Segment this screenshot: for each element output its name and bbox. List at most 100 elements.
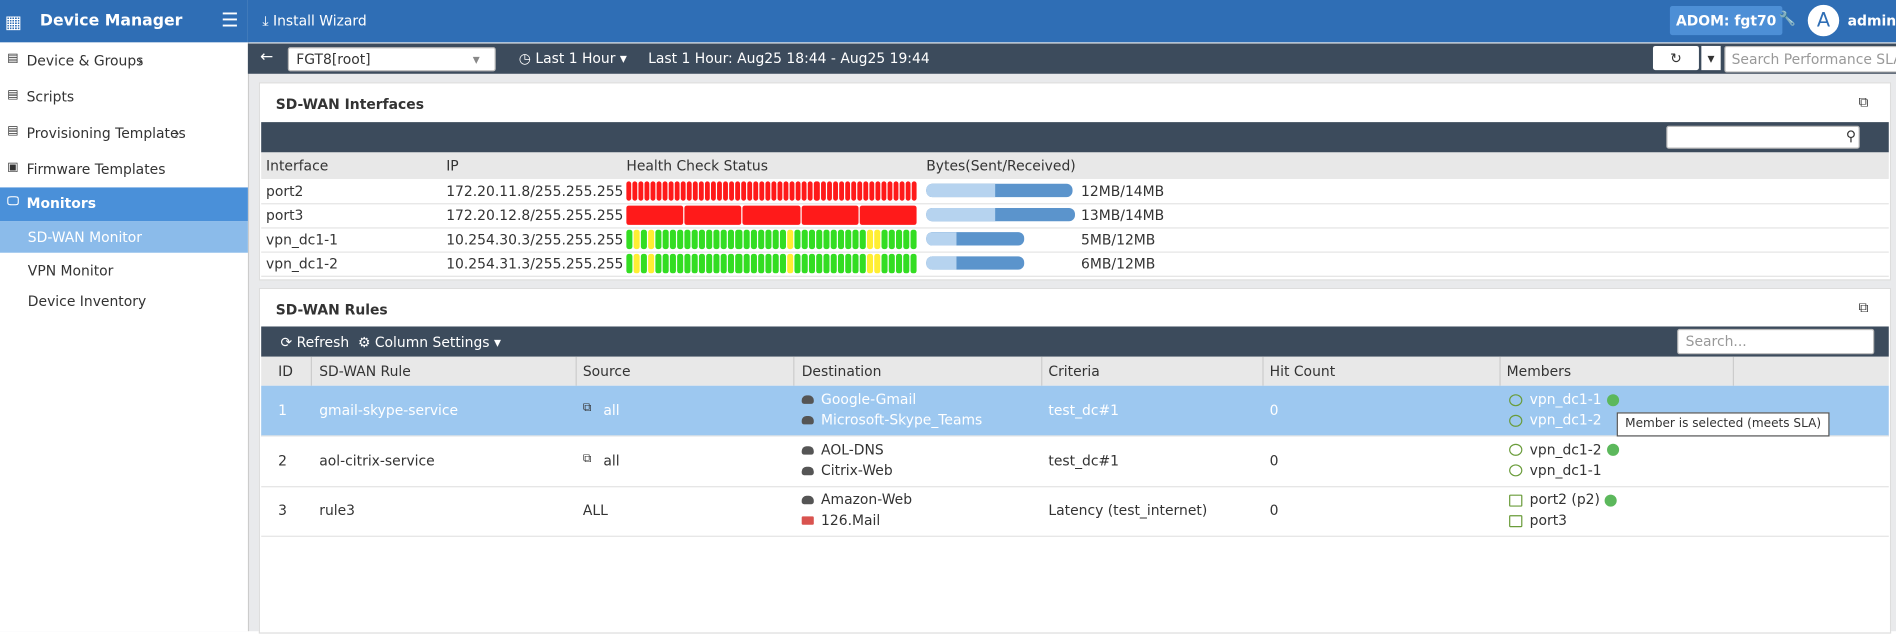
health-segment xyxy=(764,253,772,274)
column-header: Bytes(Sent/Received) xyxy=(926,157,1076,175)
health-segment xyxy=(729,181,735,201)
health-segment xyxy=(648,253,655,274)
time-range[interactable]: ◷ Last 1 Hour ▾ xyxy=(518,49,627,67)
nav-item[interactable]: ▤ Device & Groups › xyxy=(0,51,248,78)
health-segment xyxy=(888,229,895,250)
health-segment xyxy=(910,253,917,274)
nav-label: SD-WAN Monitor xyxy=(27,228,142,246)
sidebar-title[interactable]: Device Manager xyxy=(39,12,183,31)
nav-icon: ▤ xyxy=(7,88,19,102)
refresh-button[interactable]: ↻ xyxy=(1652,45,1699,71)
health-segment xyxy=(911,181,917,201)
nav-icon: ▤ xyxy=(7,124,19,138)
menu-icon[interactable]: ☰ xyxy=(221,8,239,32)
column-settings-label: Column Settings xyxy=(374,333,490,351)
bytes: 12MB/14MB xyxy=(1081,182,1165,200)
source-icon: ⧉ xyxy=(582,451,592,465)
health-segment xyxy=(790,181,795,201)
health-segment xyxy=(759,181,765,201)
destination-label: 126.Mail xyxy=(821,511,881,529)
health-segment xyxy=(867,253,874,274)
member-label: vpn_dc1-1 xyxy=(1529,461,1602,479)
search[interactable]: Search... xyxy=(1677,328,1875,355)
refresh[interactable]: ⟳ Refresh xyxy=(280,333,350,351)
table-row[interactable]: 3 rule3 ALL Amazon-Web 126.Mail Latency (test… xyxy=(261,486,1889,537)
nav-item[interactable]: ▤ Provisioning Templates › xyxy=(0,123,248,150)
interface: port3 xyxy=(266,206,304,224)
member: port2 (p2) xyxy=(1509,491,1617,508)
health-segment xyxy=(655,229,662,250)
health-segment xyxy=(844,181,850,201)
app-icon xyxy=(801,495,814,505)
health-segment xyxy=(717,181,723,201)
search[interactable]: ⚲ xyxy=(1666,125,1860,149)
health-segment xyxy=(845,229,852,250)
health-segment xyxy=(699,181,705,201)
nav-label: Device Inventory xyxy=(27,292,147,310)
destination-label: Google-Gmail xyxy=(821,390,917,408)
nav-item[interactable]: 🖵 Monitors xyxy=(0,187,248,222)
member: vpn_dc1-2 xyxy=(1509,411,1602,428)
health-segment xyxy=(867,229,874,250)
health-segment xyxy=(896,229,903,250)
install-wizard[interactable]: ⤓ Install Wizard xyxy=(262,12,367,30)
health-segment xyxy=(823,229,830,250)
table-row: port2 172.20.11.8/255.255.255.0 12MB/14MB xyxy=(261,179,1889,205)
nav-item[interactable]: ▤ Scripts xyxy=(0,87,248,114)
health-segment xyxy=(677,253,684,274)
table-row: vpn_dc1-1 10.254.30.3/255.255.255.255 5MB/… xyxy=(261,227,1889,253)
health-segment xyxy=(747,181,753,201)
health-segment xyxy=(808,181,814,201)
bytes: 6MB/12MB xyxy=(1081,255,1156,273)
nav-icon: ▣ xyxy=(7,160,19,175)
health-segment xyxy=(903,229,910,250)
search-sla[interactable]: Search Performance SLA xyxy=(1724,45,1896,73)
adom[interactable]: ADOM: fgt70 xyxy=(1669,6,1783,36)
nav-label: Firmware Templates xyxy=(26,160,166,178)
nav-item[interactable]: SD-WAN Monitor xyxy=(0,221,248,253)
health-segment xyxy=(874,229,881,250)
health-segment xyxy=(757,253,764,274)
panel-title: SD-WAN Interfaces xyxy=(275,95,425,113)
member: vpn_dc1-1 xyxy=(1509,461,1602,478)
sla-ok xyxy=(1604,493,1617,507)
table-row[interactable]: 2 aol-citrix-service ⧉ all AOL-DNS Citrix-Web… xyxy=(261,436,1889,487)
health-segment xyxy=(687,181,692,201)
health-segment xyxy=(735,181,741,201)
destination-label: Amazon-Web xyxy=(821,490,913,508)
popout[interactable]: ⧉ xyxy=(1858,298,1869,316)
bytes: 13MB/14MB xyxy=(1081,206,1165,224)
column-settings[interactable]: ⚙ Column Settings ▾ xyxy=(357,333,501,351)
rule-id: 3 xyxy=(278,501,287,519)
member-label: port2 (p2) xyxy=(1529,490,1600,508)
nav-item[interactable]: ▣ Firmware Templates xyxy=(0,160,248,187)
column-header: Members xyxy=(1506,362,1572,380)
interface: port2 xyxy=(266,182,304,200)
bytes-bar xyxy=(926,183,1073,198)
back[interactable]: ← xyxy=(259,48,274,67)
destination: Amazon-Web xyxy=(801,490,913,508)
bytes-sent xyxy=(926,207,996,222)
health-segment xyxy=(826,181,832,201)
health-segment xyxy=(801,229,808,250)
interface: vpn_dc1-2 xyxy=(266,255,339,273)
health-segment xyxy=(735,229,742,250)
device-select[interactable]: FGT8[root] ▾ xyxy=(287,47,496,72)
health-segment xyxy=(626,229,633,250)
avatar[interactable]: A xyxy=(1807,4,1840,37)
popout[interactable]: ⧉ xyxy=(1858,93,1869,111)
user[interactable]: admin xyxy=(1847,12,1896,30)
health-segment xyxy=(633,253,640,274)
health-segment xyxy=(705,181,711,201)
tools-icon[interactable]: 🔧 xyxy=(1778,9,1797,27)
nav-item[interactable]: VPN Monitor xyxy=(0,255,248,282)
bytes-sent xyxy=(926,183,996,198)
health-segment xyxy=(742,205,801,225)
refresh-dropdown[interactable]: ▾ xyxy=(1701,45,1721,71)
hit-count: 0 xyxy=(1269,501,1279,519)
health-segment xyxy=(794,253,801,274)
nav-item[interactable]: Device Inventory xyxy=(0,285,248,312)
health-segment xyxy=(721,229,728,250)
column-header: IP xyxy=(446,157,459,175)
